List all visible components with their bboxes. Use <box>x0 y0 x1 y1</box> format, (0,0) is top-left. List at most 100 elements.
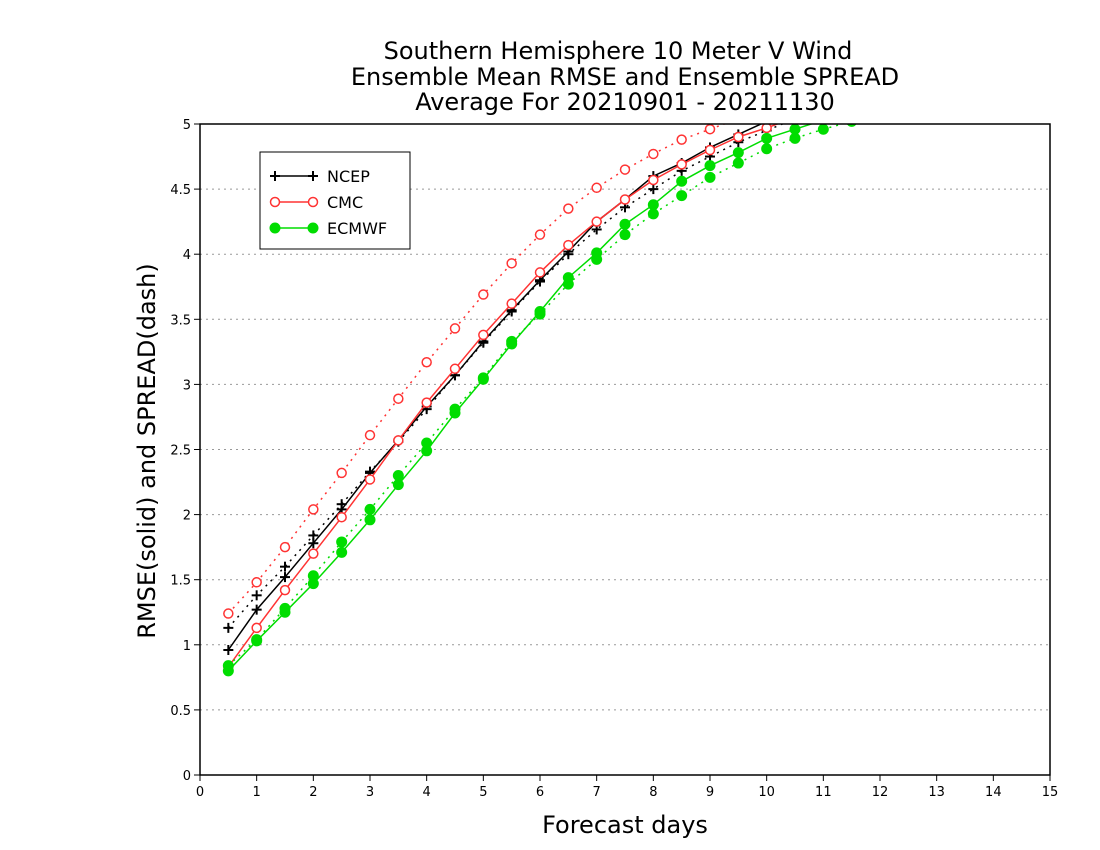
ecmwf-rmse-point-6 <box>392 479 404 491</box>
ecmwf-rmse-point-27 <box>988 76 998 86</box>
ecmwf-rmse-point-23 <box>875 99 885 109</box>
ecmwf-spread-point-14 <box>619 229 631 241</box>
ncep-rmse-point-29 <box>1045 47 1055 57</box>
cmc-rmse-point-18 <box>733 131 744 143</box>
ecmwf-rmse-line <box>227 124 814 672</box>
ncep-spread-point-25 <box>932 73 942 83</box>
ecmwf-rmse-point-29 <box>1045 67 1055 77</box>
ncep-rmse-point-28 <box>1017 51 1027 61</box>
x-tick-label-13: 13 <box>928 785 945 800</box>
cmc-rmse-point-10 <box>506 298 517 309</box>
cmc-rmse-point-29 <box>1046 57 1055 66</box>
x-tick-label-0: 0 <box>196 785 204 800</box>
cmc-spread-point-3 <box>308 504 319 515</box>
legend-marker-ncep-b <box>308 171 318 181</box>
cmc-rmse-point-19 <box>761 124 772 134</box>
ecmwf-rmse-point-0 <box>222 665 234 677</box>
cmc-rmse-point-1 <box>251 622 262 634</box>
legend-label-cmc: CMC <box>327 193 363 212</box>
x-tick-label-3: 3 <box>366 785 374 800</box>
y-tick-label-1: 0.5 <box>170 704 191 719</box>
y-tick-label-4: 2 <box>183 509 191 524</box>
x-tick-label-7: 7 <box>593 785 601 800</box>
cmc-spread-point-2 <box>279 541 291 553</box>
cmc-spread-point-12 <box>563 203 574 214</box>
ncep-spread-point-26 <box>960 67 970 77</box>
cmc-rmse-point-24 <box>904 82 913 91</box>
ecmwf-rmse-point-1 <box>251 635 263 647</box>
ecmwf-rmse-point-4 <box>336 546 348 558</box>
cmc-rmse-point-25 <box>932 75 941 84</box>
x-tick-label-9: 9 <box>706 785 714 800</box>
ecmwf-rmse-point-26 <box>960 81 970 91</box>
y-axis-title: RMSE(solid) and SPREAD(dash) <box>133 263 161 639</box>
cmc-spread-point-6 <box>393 393 404 404</box>
cmc-rmse-point-28 <box>1017 61 1026 70</box>
x-tick-label-5: 5 <box>479 785 487 800</box>
ncep-spread-point-29 <box>1045 54 1055 64</box>
cmc-spread-point-27 <box>989 61 998 70</box>
ecmwf-rmse-point-8 <box>449 407 461 419</box>
y-tick-label-10: 5 <box>183 118 191 133</box>
ecmwf-rmse-point-12 <box>562 272 574 284</box>
ecmwf-spread-point-25 <box>932 96 942 106</box>
ecmwf-rmse-point-22 <box>847 107 857 117</box>
ncep-rmse-line <box>227 124 763 651</box>
ecmwf-spread-point-24 <box>903 102 913 112</box>
cmc-rmse-point-8 <box>449 363 461 375</box>
ncep-rmse-point-24 <box>903 72 913 82</box>
y-tick-label-3: 1.5 <box>170 574 191 589</box>
cmc-rmse-point-16 <box>676 159 687 170</box>
cmc-spread-point-15 <box>648 148 659 160</box>
ecmwf-spread-point-19 <box>761 143 773 155</box>
ecmwf-rmse-point-7 <box>421 445 433 457</box>
ecmwf-rmse-point-9 <box>477 373 489 385</box>
cmc-rmse-point-17 <box>704 144 716 156</box>
ncep-spread-point-2 <box>280 561 290 572</box>
ecmwf-rmse-point-20 <box>789 124 801 135</box>
y-tick-label-7: 3.5 <box>170 313 191 328</box>
cmc-rmse-line <box>227 124 780 668</box>
cmc-rmse-point-15 <box>648 174 659 186</box>
cmc-spread-point-1 <box>251 577 262 588</box>
legend-marker-cmc-a <box>269 196 281 208</box>
x-tick-label-12: 12 <box>872 785 889 800</box>
cmc-spread-point-24 <box>904 74 913 83</box>
y-tick-label-0: 0 <box>183 769 191 784</box>
ecmwf-spread-point-17 <box>704 171 716 183</box>
cmc-spread-point-13 <box>591 182 602 194</box>
ncep-rmse-point-1 <box>251 604 262 615</box>
ncep-rmse-point-27 <box>988 55 998 65</box>
ncep-spread-point-28 <box>1017 58 1027 68</box>
x-axis-title: Forecast days <box>542 811 708 839</box>
ecmwf-spread-point-16 <box>676 190 688 202</box>
ncep-spread-point-24 <box>903 80 913 90</box>
legend: NCEP CMC ECMWF <box>259 151 411 250</box>
ecmwf-spread-point-4 <box>336 536 348 548</box>
y-tick-label-5: 2.5 <box>170 444 191 459</box>
ecmwf-spread-line <box>227 124 846 667</box>
cmc-rmse-point-3 <box>308 548 319 559</box>
y-tick-label-6: 3 <box>183 378 191 393</box>
x-tick-label-6: 6 <box>536 785 544 800</box>
cmc-rmse-point-26 <box>961 70 970 79</box>
ncep-spread-point-0 <box>223 622 234 633</box>
cmc-rmse-point-5 <box>364 474 376 485</box>
legend-marker-ncep-a <box>270 171 280 181</box>
x-tick-label-10: 10 <box>758 785 775 800</box>
cmc-rmse-point-9 <box>478 329 489 341</box>
ecmwf-spread-point-20 <box>789 132 801 144</box>
cmc-spread-point-29 <box>1046 54 1055 63</box>
ecmwf-rmse-point-24 <box>903 93 913 103</box>
x-tick-label-4: 4 <box>423 785 431 800</box>
grid-lines <box>200 188 1050 711</box>
cmc-spread-point-10 <box>506 258 517 269</box>
x-tick-label-1: 1 <box>253 785 261 800</box>
cmc-rmse-point-11 <box>534 267 546 278</box>
ncep-rmse-point-2 <box>280 572 290 583</box>
cmc-spread-point-16 <box>676 134 687 145</box>
cmc-spread-point-5 <box>364 429 376 441</box>
ecmwf-rmse-point-13 <box>591 247 603 259</box>
cmc-rmse-point-22 <box>847 96 856 105</box>
